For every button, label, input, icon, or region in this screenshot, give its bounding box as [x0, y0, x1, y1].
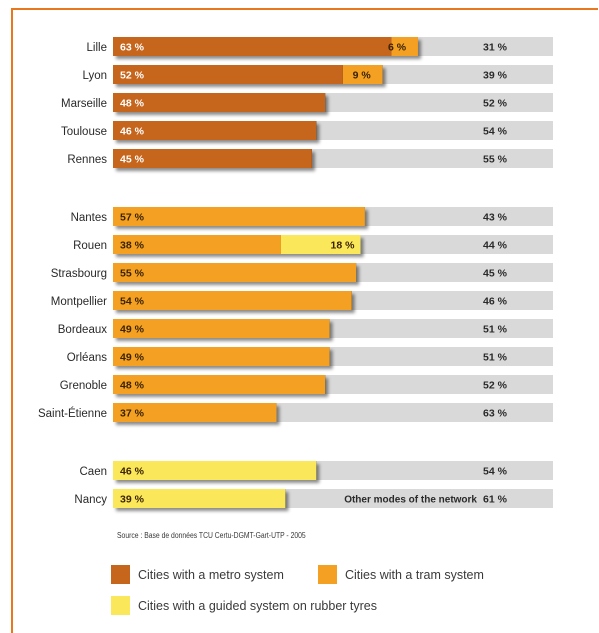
city-label-lyon: Lyon — [82, 70, 107, 82]
city-label-montpellier: Montpellier — [51, 296, 107, 308]
bar-row-nancy: Nancy 39 % 61 % — [74, 489, 553, 508]
city-label-toulouse: Toulouse — [61, 126, 107, 138]
bar-row-nantes: Nantes 57 % 43 % — [71, 207, 553, 226]
value-label-metro-lille: 63 % — [120, 42, 145, 54]
bar-tram-lille — [391, 37, 418, 56]
legend-swatch-metro — [111, 565, 130, 584]
value-label-tram-montpellier: 54 % — [120, 296, 145, 308]
value-label-other-lyon: 39 % — [483, 70, 508, 82]
value-label-tram-lille: 6 % — [388, 42, 407, 54]
value-label-other-montpellier: 46 % — [483, 296, 508, 308]
value-label-other-lille: 31 % — [483, 42, 508, 54]
city-label-rennes: Rennes — [67, 154, 107, 166]
bar-row-toulouse: Toulouse 46 % 54 % — [61, 121, 553, 140]
bar-row-marseille: Marseille 48 % 52 % — [61, 93, 553, 112]
legend-label-metro: Cities with a metro system — [138, 567, 284, 582]
value-label-other-strasbourg: 45 % — [483, 268, 508, 280]
bar-guided-rouen — [280, 235, 361, 254]
value-label-metro-toulouse: 46 % — [120, 126, 145, 138]
bar-tram-saint-etienne — [113, 403, 277, 422]
bar-row-orleans: Orléans 49 % 51 % — [67, 347, 553, 366]
value-label-other-caen: 54 % — [483, 466, 508, 478]
city-label-grenoble: Grenoble — [60, 380, 107, 392]
city-label-marseille: Marseille — [61, 98, 107, 110]
value-label-tram-lyon: 9 % — [353, 70, 372, 82]
value-label-guided-rouen: 18 % — [331, 240, 356, 252]
value-label-tram-orleans: 49 % — [120, 352, 145, 364]
bar-metro-rennes — [113, 149, 312, 168]
legend-item-tram: Cities with a tram system — [318, 565, 484, 584]
legend-item-guided: Cities with a guided system on rubber ty… — [111, 596, 377, 615]
city-label-nancy: Nancy — [74, 494, 107, 506]
legend-label-tram: Cities with a tram system — [345, 567, 484, 582]
value-label-tram-grenoble: 48 % — [120, 380, 145, 392]
legend-item-metro: Cities with a metro system — [111, 565, 284, 584]
bar-tram-nantes — [113, 207, 365, 226]
value-label-other-nancy: 61 % — [483, 494, 508, 506]
city-label-nantes: Nantes — [71, 212, 108, 224]
city-label-bordeaux: Bordeaux — [58, 324, 107, 336]
city-label-saint-etienne: Saint-Étienne — [38, 407, 107, 420]
bar-row-caen: Caen 46 % 54 % — [80, 461, 553, 480]
source-note: Source : Base de données TCU Certu-DGMT-… — [117, 531, 306, 540]
bar-row-lyon: Lyon 52 % 9 % 39 % — [82, 65, 553, 84]
bar-tram-orleans — [113, 347, 330, 366]
value-label-other-rouen: 44 % — [483, 240, 508, 252]
value-label-tram-strasbourg: 55 % — [120, 268, 145, 280]
bar-tram-lyon — [342, 65, 383, 84]
bar-tram-grenoble — [113, 375, 326, 394]
city-label-lille: Lille — [87, 42, 107, 54]
value-label-metro-lyon: 52 % — [120, 70, 145, 82]
value-label-tram-saint-etienne: 37 % — [120, 408, 145, 420]
value-label-guided-nancy: 39 % — [120, 494, 145, 506]
bar-row-lille: Lille 63 % 6 % 31 % — [87, 37, 553, 56]
bar-metro-lyon — [113, 65, 343, 84]
bar-row-montpellier: Montpellier 54 % 46 % — [51, 291, 553, 310]
value-label-tram-bordeaux: 49 % — [120, 324, 145, 336]
value-label-other-marseille: 52 % — [483, 98, 508, 110]
city-label-caen: Caen — [80, 466, 108, 478]
chart-frame — [11, 8, 598, 633]
bar-tram-rouen — [113, 235, 281, 254]
legend-label-guided: Cities with a guided system on rubber ty… — [138, 598, 377, 613]
bar-row-bordeaux: Bordeaux 49 % 51 % — [58, 319, 553, 338]
bar-metro-marseille — [113, 93, 326, 112]
value-label-tram-nantes: 57 % — [120, 212, 145, 224]
city-label-orleans: Orléans — [67, 352, 108, 364]
value-label-other-orleans: 51 % — [483, 352, 508, 364]
value-label-other-rennes: 55 % — [483, 154, 508, 166]
bar-metro-toulouse — [113, 121, 317, 140]
legend-swatch-tram — [318, 565, 337, 584]
bar-guided-nancy — [113, 489, 286, 508]
value-label-metro-rennes: 45 % — [120, 154, 145, 166]
bar-tram-montpellier — [113, 291, 352, 310]
value-label-other-grenoble: 52 % — [483, 380, 508, 392]
bar-row-strasbourg: Strasbourg 55 % 45 % — [51, 263, 553, 282]
legend-swatch-guided — [111, 596, 130, 615]
value-label-tram-rouen: 38 % — [120, 240, 145, 252]
bar-tram-strasbourg — [113, 263, 357, 282]
bar-row-grenoble: Grenoble 48 % 52 % — [60, 375, 553, 394]
value-label-other-bordeaux: 51 % — [483, 324, 508, 336]
annotation-other-modes: Other modes of the network — [344, 495, 477, 506]
bar-row-saint-etienne: Saint-Étienne 37 % 63 % — [38, 403, 553, 422]
value-label-other-nantes: 43 % — [483, 212, 508, 224]
value-label-metro-marseille: 48 % — [120, 98, 145, 110]
city-label-strasbourg: Strasbourg — [51, 268, 107, 280]
value-label-other-toulouse: 54 % — [483, 126, 508, 138]
bar-row-rennes: Rennes 45 % 55 % — [67, 149, 553, 168]
value-label-other-saint-etienne: 63 % — [483, 408, 508, 420]
city-label-rouen: Rouen — [73, 240, 107, 252]
bar-metro-lille — [113, 37, 392, 56]
bar-row-rouen: Rouen 38 % 18 % 44 % — [73, 235, 553, 254]
bar-tram-bordeaux — [113, 319, 330, 338]
bar-guided-caen — [113, 461, 317, 480]
value-label-guided-caen: 46 % — [120, 466, 145, 478]
